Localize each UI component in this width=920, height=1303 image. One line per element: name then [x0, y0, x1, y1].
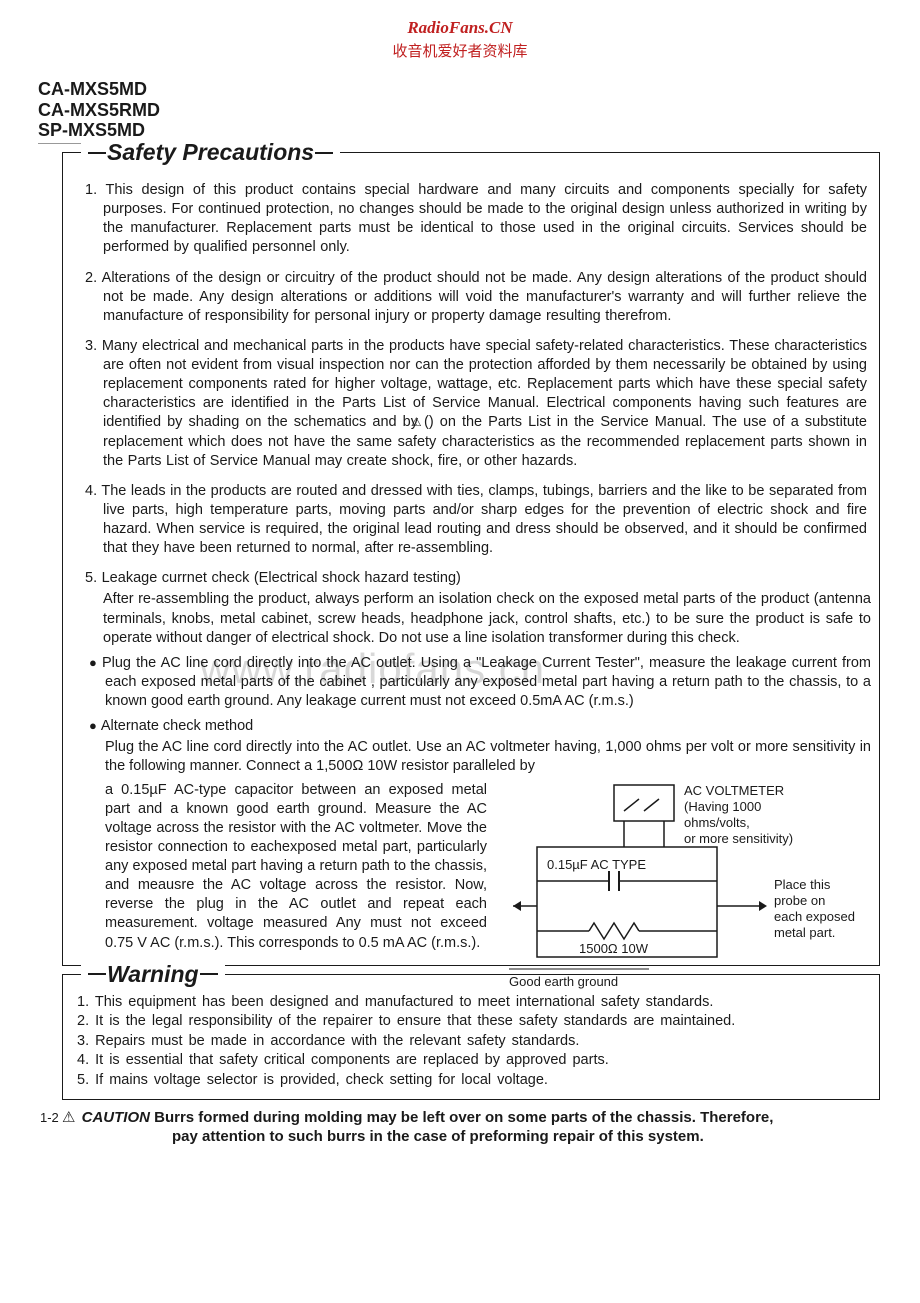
caution-triangle-icon: ⚠ [62, 1109, 75, 1126]
caution-line2: pay attention to such burrs in the case … [172, 1128, 704, 1145]
warning-2: 2. It is the legal responsibility of the… [77, 1012, 865, 1032]
svg-text:each exposed: each exposed [774, 909, 855, 924]
caution-line1: Burrs formed during molding may be left … [154, 1109, 773, 1126]
safety-title-bar: Safety Precautions [81, 139, 340, 166]
bullet-icon: ● [89, 718, 97, 733]
model-3: SP-MXS5MD [38, 120, 160, 141]
svg-text:Place this: Place this [774, 877, 831, 892]
svg-text:AC VOLTMETER: AC VOLTMETER [684, 783, 784, 798]
svg-text:(Having 1000: (Having 1000 [684, 799, 761, 814]
safety-item-4: 4. The leads in the products are routed … [85, 482, 867, 559]
bullet-icon: ● [89, 655, 98, 670]
safety-item-5-sub: After re-assembling the product, always … [71, 590, 871, 647]
page-number: 1-2 [40, 1110, 59, 1125]
svg-text:1500Ω 10W: 1500Ω 10W [579, 941, 649, 956]
warning-title: Warning [107, 961, 199, 988]
warning-4: 4. It is essential that safety critical … [77, 1051, 865, 1071]
dash-right [200, 973, 218, 975]
safety-item-1: 1. This design of this product contains … [85, 181, 867, 258]
bullet-leakage-tester: ●Plug the AC line cord directly into the… [71, 654, 871, 711]
safety-list: 1. This design of this product contains … [71, 181, 871, 588]
model-1: CA-MXS5MD [38, 79, 160, 100]
warning-box: Warning 1. This equipment has been desig… [62, 974, 880, 1100]
dash-right [315, 152, 333, 154]
watermark-header: RadioFans.CN 收音机爱好者资料库 [0, 0, 920, 69]
site-name: RadioFans.CN [0, 18, 920, 38]
warning-title-bar: Warning [81, 961, 225, 988]
model-numbers: CA-MXS5MD CA-MXS5RMD SP-MXS5MD [38, 79, 200, 144]
diagram-wrapper: a 0.15µF AC-type capacitor between an ex… [71, 781, 871, 953]
safety-title: Safety Precautions [107, 139, 314, 166]
circuit-diagram: AC VOLTMETER (Having 1000 ohms/volts, or… [509, 781, 869, 1001]
warning-5: 5. If mains voltage selector is provided… [77, 1071, 865, 1091]
bullet-alternate-line: Plug the AC line cord directly into the … [71, 738, 871, 776]
safety-item-2: 2. Alterations of the design or circuitr… [85, 269, 867, 326]
safety-item-5-head: 5. Leakage currnet check (Electrical sho… [85, 569, 867, 588]
safety-precautions-box: Safety Precautions 1. This design of thi… [62, 152, 880, 966]
bullet-alternate-rest: a 0.15µF AC-type capacitor between an ex… [71, 781, 487, 953]
dash-left [88, 152, 106, 154]
bullet-alternate-head: ●Alternate check method [71, 717, 871, 736]
warning-1: 1. This equipment has been designed and … [77, 993, 865, 1013]
chinese-tagline: 收音机爱好者资料库 [0, 40, 920, 61]
svg-text:or more sensitivity): or more sensitivity) [684, 831, 793, 846]
caution-head: CAUTION [82, 1109, 150, 1126]
caution-row: ⚠ CAUTION Burrs formed during molding ma… [62, 1108, 880, 1147]
warning-list: 1. This equipment has been designed and … [77, 993, 865, 1091]
svg-text:ohms/volts,: ohms/volts, [684, 815, 750, 830]
svg-text:probe on: probe on [774, 893, 825, 908]
warning-3: 3. Repairs must be made in accordance wi… [77, 1032, 865, 1052]
svg-text:metal part.: metal part. [774, 925, 835, 940]
safety-item-3: 3. Many electrical and mechanical parts … [85, 337, 867, 471]
svg-text:0.15µF AC TYPE: 0.15µF AC TYPE [547, 857, 646, 872]
model-2: CA-MXS5RMD [38, 100, 160, 121]
dash-left [88, 973, 106, 975]
